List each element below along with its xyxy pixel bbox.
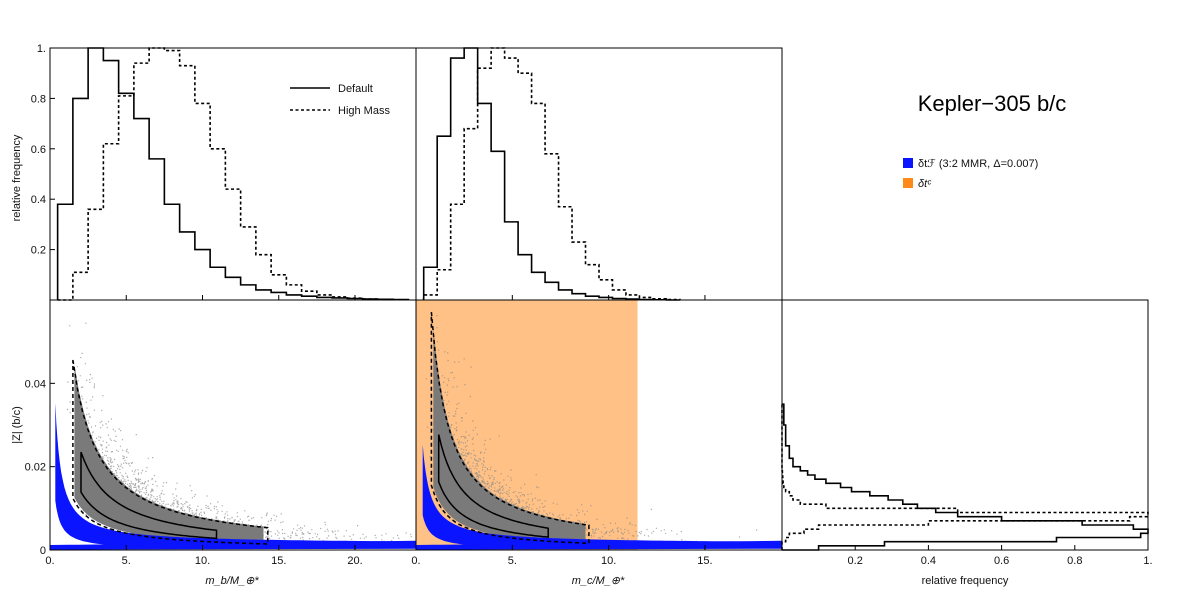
panel-mc-scatter <box>415 299 783 551</box>
x-tick-label: 10. <box>195 555 210 567</box>
y-tick-label: 0 <box>40 545 46 557</box>
x-tick-label: 0.4 <box>921 555 936 567</box>
default-histogram-line <box>422 47 680 301</box>
legend-blue-label: δtℱ (3:2 MMR, Δ=0.007) <box>918 158 1038 170</box>
x-tick-label: 15. <box>271 555 286 567</box>
x-tick-label: 0. <box>45 555 54 567</box>
x-tick-label: 10. <box>601 555 616 567</box>
mc-scatter-content <box>416 300 782 550</box>
bottom-y-label: |Z| (b/c) <box>11 406 23 444</box>
panel-frame <box>415 47 783 301</box>
highmass-histogram-line <box>422 47 681 301</box>
legend-orange-swatch <box>903 178 913 188</box>
panel-frame <box>781 299 1149 551</box>
mc-histogram-series <box>422 47 681 301</box>
panel-mc-histogram <box>415 47 783 301</box>
contour-line <box>437 434 549 538</box>
x-tick-label: 1. <box>1143 555 1152 567</box>
y-tick-label: 0.04 <box>25 378 46 390</box>
x-tick-label: 0.8 <box>1067 555 1082 567</box>
panel-mb-scatter <box>49 299 417 551</box>
x-tick-label: 5. <box>508 555 517 567</box>
x-tick-label: 5. <box>122 555 131 567</box>
panel-Z-histogram <box>781 299 1149 551</box>
x-tick-label: 0.6 <box>994 555 1009 567</box>
x-label-mc: m_c/M_⊕* <box>572 575 625 587</box>
blue-constraint-region <box>422 444 782 549</box>
x-tick-label: 15. <box>697 555 712 567</box>
highmass-histogram-line <box>57 47 410 301</box>
y-tick-label: 0.8 <box>31 93 46 105</box>
y-tick-label: 0.2 <box>31 245 46 257</box>
mb-scatter-content <box>50 322 416 550</box>
density-core <box>433 327 586 543</box>
contour-line <box>80 451 218 540</box>
density-core <box>74 364 264 544</box>
axis-ticks: 0. 5. 10. 15. 20. 0. 5. 10. 15. 0.2 0.4 0.6 0.8 1. 0.2… <box>25 43 1153 567</box>
blue-floor-strip <box>416 540 782 550</box>
x-tick-label: 0. <box>411 555 420 567</box>
figure-title: Kepler−305 b/c <box>918 91 1067 116</box>
y-tick-label: 1. <box>37 43 46 55</box>
Z-histogram-series <box>781 403 1149 551</box>
x-tick-label: 0.2 <box>848 555 863 567</box>
highmass-Z-histogram-line <box>781 404 1149 550</box>
legend-constraints: δtℱ (3:2 MMR, Δ=0.007) δtᶜ <box>903 158 1038 190</box>
x-label-mb: m_b/M_⊕* <box>205 575 259 587</box>
mb-histogram-series <box>56 47 410 301</box>
legend-histograms: Default High Mass <box>290 83 390 117</box>
contour-line <box>430 312 590 545</box>
y-tick-label: 0.6 <box>31 144 46 156</box>
default-Z-histogram-line <box>782 403 1149 551</box>
legend-default-label: Default <box>338 83 373 95</box>
y-tick-label: 0.02 <box>25 462 46 474</box>
blue-constraint-region <box>55 403 416 549</box>
x-label-relfreq: relative frequency <box>922 575 1009 587</box>
y-tick-label: 0.4 <box>31 194 46 206</box>
top-y-label: relative frequency <box>11 134 23 221</box>
blue-floor-strip <box>50 540 416 550</box>
legend-blue-swatch <box>903 158 913 168</box>
legend-orange-label: δtᶜ <box>918 178 932 190</box>
x-tick-label: 20. <box>347 555 362 567</box>
legend-highmass-label: High Mass <box>338 105 390 117</box>
